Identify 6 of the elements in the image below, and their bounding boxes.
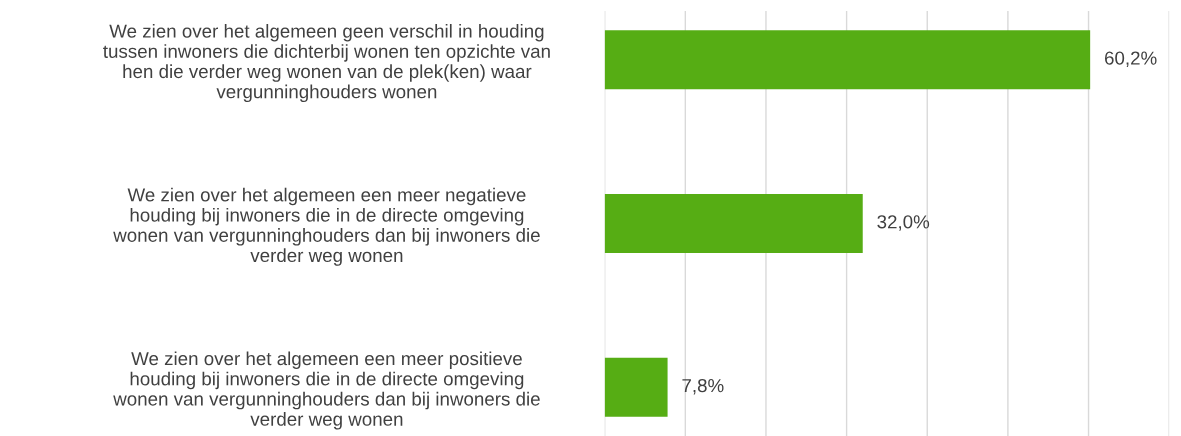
y-tick-label: We zien over het algemeen geen verschil in houding tussen inwoners die dichterbij wonen ten opzichte van hen die verder weg wonen van de plek(ken) waar vergunninghouders wonen: [103, 23, 550, 103]
data-label: 7,8%: [682, 378, 724, 395]
data-label: 60,2%: [1105, 51, 1157, 67]
y-tick-label: We zien over het algemeen een meer negatieve houding bij inwoners die in de directe omgeving wonen van vergunninghouders dan bij inwoners die verder weg wonen: [113, 187, 540, 266]
y-tick-label: We zien over het algemeen een meer positieve houding bij inwoners die in de directe omgeving wonen van vergunninghouders dan bij inwoners die verder weg wonen: [113, 351, 540, 430]
data-label: 32,0%: [877, 215, 930, 231]
